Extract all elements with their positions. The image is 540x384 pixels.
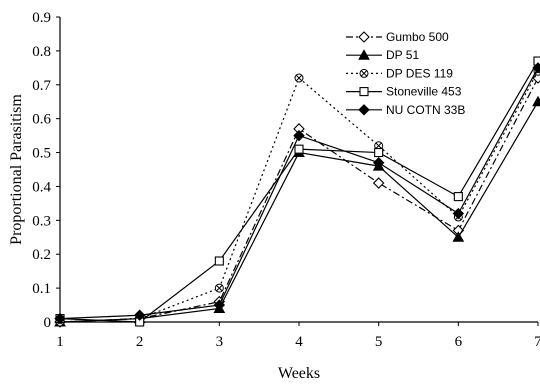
x-tick-label: 2	[136, 334, 144, 350]
data-point	[374, 148, 384, 158]
x-tick-label: 3	[216, 334, 224, 350]
y-tick-label: 0.6	[32, 112, 51, 128]
x-tick-label: 7	[534, 334, 540, 350]
series-4	[54, 62, 540, 325]
data-point	[213, 299, 226, 311]
x-tick-label: 6	[455, 334, 463, 350]
series-line	[59, 70, 539, 323]
data-point	[372, 177, 385, 189]
x-tick-label: 4	[295, 334, 303, 350]
x-tick-label: 5	[375, 334, 383, 350]
legend-label: DP 51	[386, 48, 419, 62]
legend-swatch-marker	[358, 31, 370, 43]
y-tick-label: 0.8	[32, 44, 51, 60]
y-tick-label: 0.2	[32, 247, 51, 263]
legend-label: Gumbo 500	[386, 30, 449, 44]
legend-item: Gumbo 500	[346, 30, 449, 44]
legend: Gumbo 500 DP 51 DP DES 119 Stoneville 453 NU…	[346, 30, 465, 117]
legend-swatch-marker	[358, 104, 370, 116]
legend-label: NU COTN 33B	[386, 103, 465, 117]
data-point	[372, 157, 385, 169]
legend-swatch-marker	[359, 87, 369, 97]
data-point	[133, 309, 146, 321]
data-point	[214, 283, 224, 293]
y-tick-label: 0.7	[32, 78, 51, 94]
x-axis-title: Weeks	[278, 365, 320, 382]
axis-labels: Weeks Proportional Parasitism	[8, 94, 320, 382]
legend-label: DP DES 119	[386, 66, 453, 80]
data-point	[374, 141, 384, 151]
data-point	[452, 207, 465, 220]
series-layer	[54, 56, 540, 328]
y-tick-label: 0.5	[32, 146, 51, 162]
data-point	[54, 312, 66, 325]
data-point	[294, 144, 304, 154]
legend-label: Stoneville 453	[386, 85, 462, 99]
series-line	[59, 60, 539, 323]
y-axis-title: Proportional Parasitism	[8, 94, 25, 245]
data-point	[214, 256, 224, 266]
legend-swatch-marker	[359, 68, 369, 78]
data-point	[532, 62, 540, 74]
series-3	[55, 56, 540, 327]
legend-item: Stoneville 453	[346, 85, 462, 99]
y-tick-label: 0.4	[32, 179, 51, 195]
data-point	[294, 73, 304, 83]
y-tick-label: 0.1	[32, 281, 51, 297]
y-tick-label: 0.3	[32, 213, 51, 229]
legend-item: DP DES 119	[346, 66, 453, 80]
series-line	[59, 67, 539, 320]
x-tick-label: 1	[56, 334, 64, 350]
data-point	[452, 231, 465, 242]
legend-swatch-marker	[358, 49, 370, 60]
data-point	[293, 129, 305, 142]
data-point	[453, 192, 463, 202]
y-tick-label: 0	[44, 315, 52, 331]
y-tick-label: 0.9	[32, 10, 51, 26]
plot-frame: 0 0.1 0.2 0.3 0.4 0.5 0.6 0.7 0.8 0.9 1 2 3 4 5 6 7	[32, 10, 540, 350]
data-point	[532, 95, 540, 107]
legend-item: NU COTN 33B	[346, 103, 465, 117]
legend-item: DP 51	[346, 48, 419, 62]
